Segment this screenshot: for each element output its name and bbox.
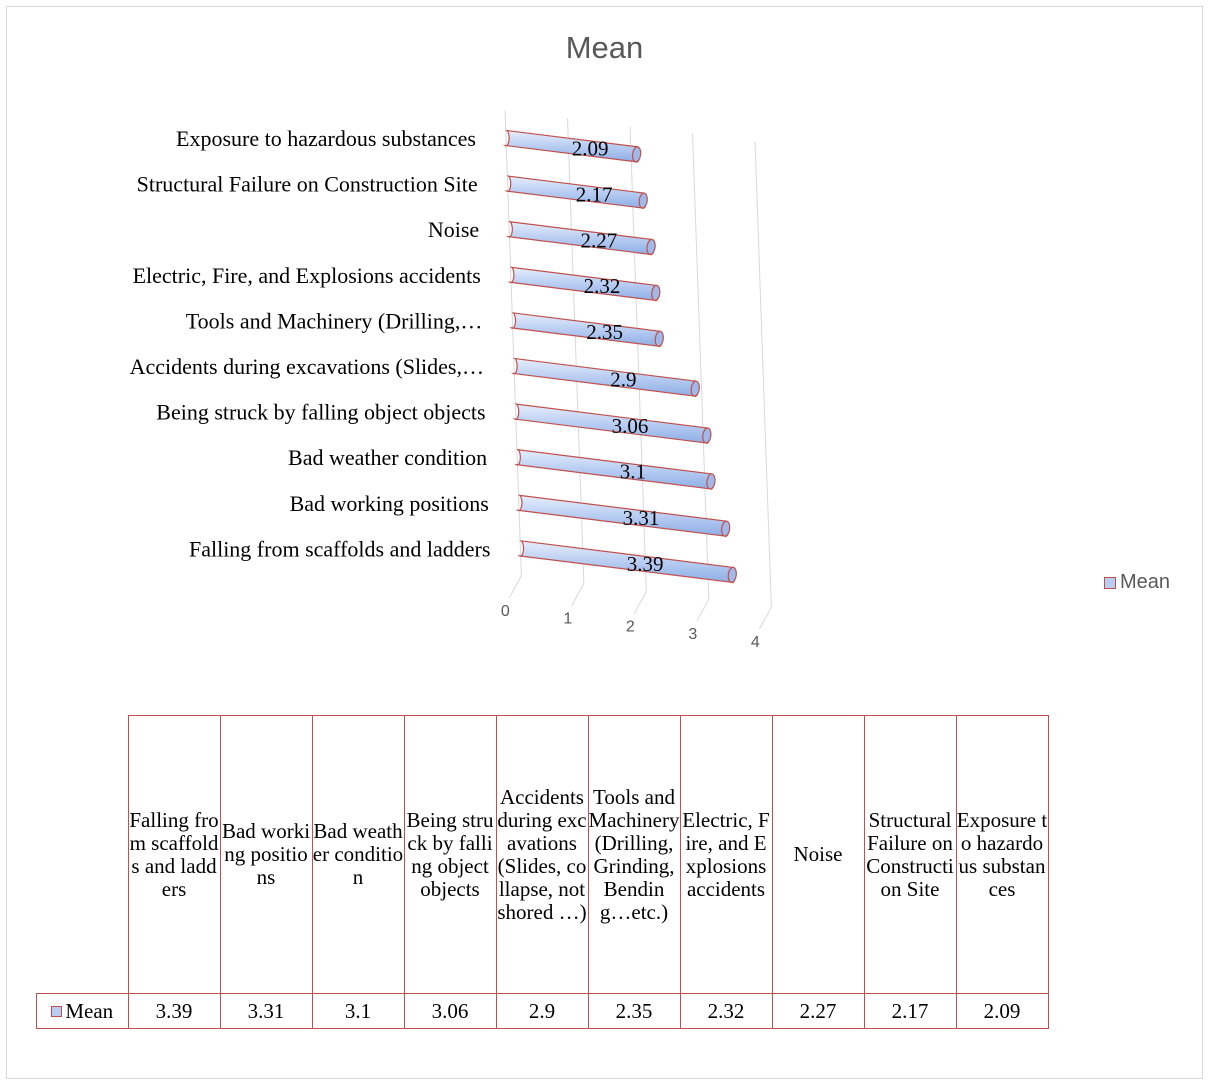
data-table-cell: 2.17 [863,993,957,1029]
data-table-header: Bad weather condition [311,715,405,994]
data-table-header: Exposure to hazardous substances [955,715,1049,994]
data-table-cell: 2.27 [771,993,865,1029]
x-tick-label: 3 [688,626,697,643]
category-label: Tools and Machinery (Drilling,… [186,308,483,333]
data-table-row-label: Mean [36,993,129,1029]
gridline-floor [696,598,710,622]
gridline [754,141,772,607]
category-label: Bad working positions [290,491,489,516]
chart-frame [6,6,1203,1079]
data-table-header: Noise [771,715,865,994]
category-labels: Exposure to hazardous substances Structur… [130,126,491,561]
data-table-cell: 2.09 [955,993,1049,1029]
data-label: 2.27 [581,228,618,252]
data-label: 2.9 [610,368,636,392]
data-label: 2.35 [586,320,623,344]
data-table-cell: 2.9 [495,993,589,1029]
data-label: 3.39 [627,552,664,576]
bars: 2.09 2.17 2.27 2.32 2.35 2.9 3.06 3.1 3.31 3.39 [502,129,737,584]
data-table-header: Falling from scaffolds and ladders [127,715,221,994]
data-label: 2.09 [572,136,609,160]
bar-end-cap [638,192,648,209]
row-label-text: Mean [65,998,114,1023]
category-label: Exposure to hazardous substances [176,126,476,151]
category-label: Accidents during excavations (Slides,… [130,354,484,379]
bar-end-cap [690,380,700,397]
data-table-header: Structural Failure on Construction Site [863,715,957,994]
bar-end-cap [706,473,716,490]
data-table-cell: 3.06 [403,993,497,1029]
bar-end-cap [727,566,737,583]
category-label: Falling from scaffolds and ladders [189,536,490,561]
bar-end-cap [631,146,642,163]
data-table-header-row: Falling from scaffolds and ladders Bad w… [36,715,1049,994]
category-label: Being struck by falling object objects [156,400,485,425]
x-tick-label: 4 [751,634,760,651]
data-table: Falling from scaffolds and ladders Bad w… [36,715,1049,1029]
data-label: 3.31 [623,506,660,530]
legend-label: Mean [1120,571,1171,593]
bar-chart-plot: 2.09 2.17 2.27 2.32 2.35 2.9 3.06 3.1 3.31 3.39 0… [130,110,772,651]
x-tick-label: 2 [626,618,635,635]
gridline-floor [508,575,522,598]
data-table-header: Tools and Machinery (Drilling, Grinding,… [587,715,681,994]
data-label: 3.06 [612,414,649,438]
bar-end-cap [651,284,661,301]
gridline-floor [633,591,647,614]
x-axis-ticks: 0 1 2 3 4 [501,603,760,651]
gridline [504,110,522,576]
bar-end-cap [702,427,712,444]
data-label: 3.1 [620,460,646,484]
bar-end-cap [654,330,664,347]
gridline-floor [758,606,772,630]
data-table-cell: 3.39 [127,993,221,1029]
data-label: 2.32 [584,274,621,298]
gridline-floor [571,583,585,606]
data-label: 2.17 [576,182,613,206]
data-table-cell: 3.31 [219,993,313,1029]
data-table-cell: 3.1 [311,993,405,1029]
x-tick-label: 1 [563,611,572,628]
legend-swatch [1104,576,1116,589]
data-table-corner [36,715,129,994]
category-label: Noise [428,217,479,242]
data-table-header: Accidents during excavations (Slides, co… [495,715,589,994]
x-tick-label: 0 [501,603,510,620]
category-label: Structural Failure on Construction Site [137,172,478,197]
chart-title: Mean [565,30,644,65]
legend: Mean [1104,571,1170,594]
data-table-header: Being struck by falling object objects [403,715,497,994]
data-table-header: Electric, Fire, and Explosions accidents [679,715,773,994]
data-table-cell: 2.32 [679,993,773,1029]
bar [510,357,699,398]
category-label: Bad weather condition [288,445,487,470]
data-table-header: Bad working positions [219,715,313,994]
bar-end-cap [646,238,656,255]
category-label: Electric, Fire, and Explosions accidents [133,263,481,288]
legend-swatch [51,1005,63,1017]
bar-end-cap [720,520,731,537]
data-table-values-row: Mean 3.39 3.31 3.1 3.06 2.9 2.35 2.32 2.… [36,993,1049,1029]
bar [514,448,715,490]
data-table-cell: 2.35 [587,993,681,1029]
